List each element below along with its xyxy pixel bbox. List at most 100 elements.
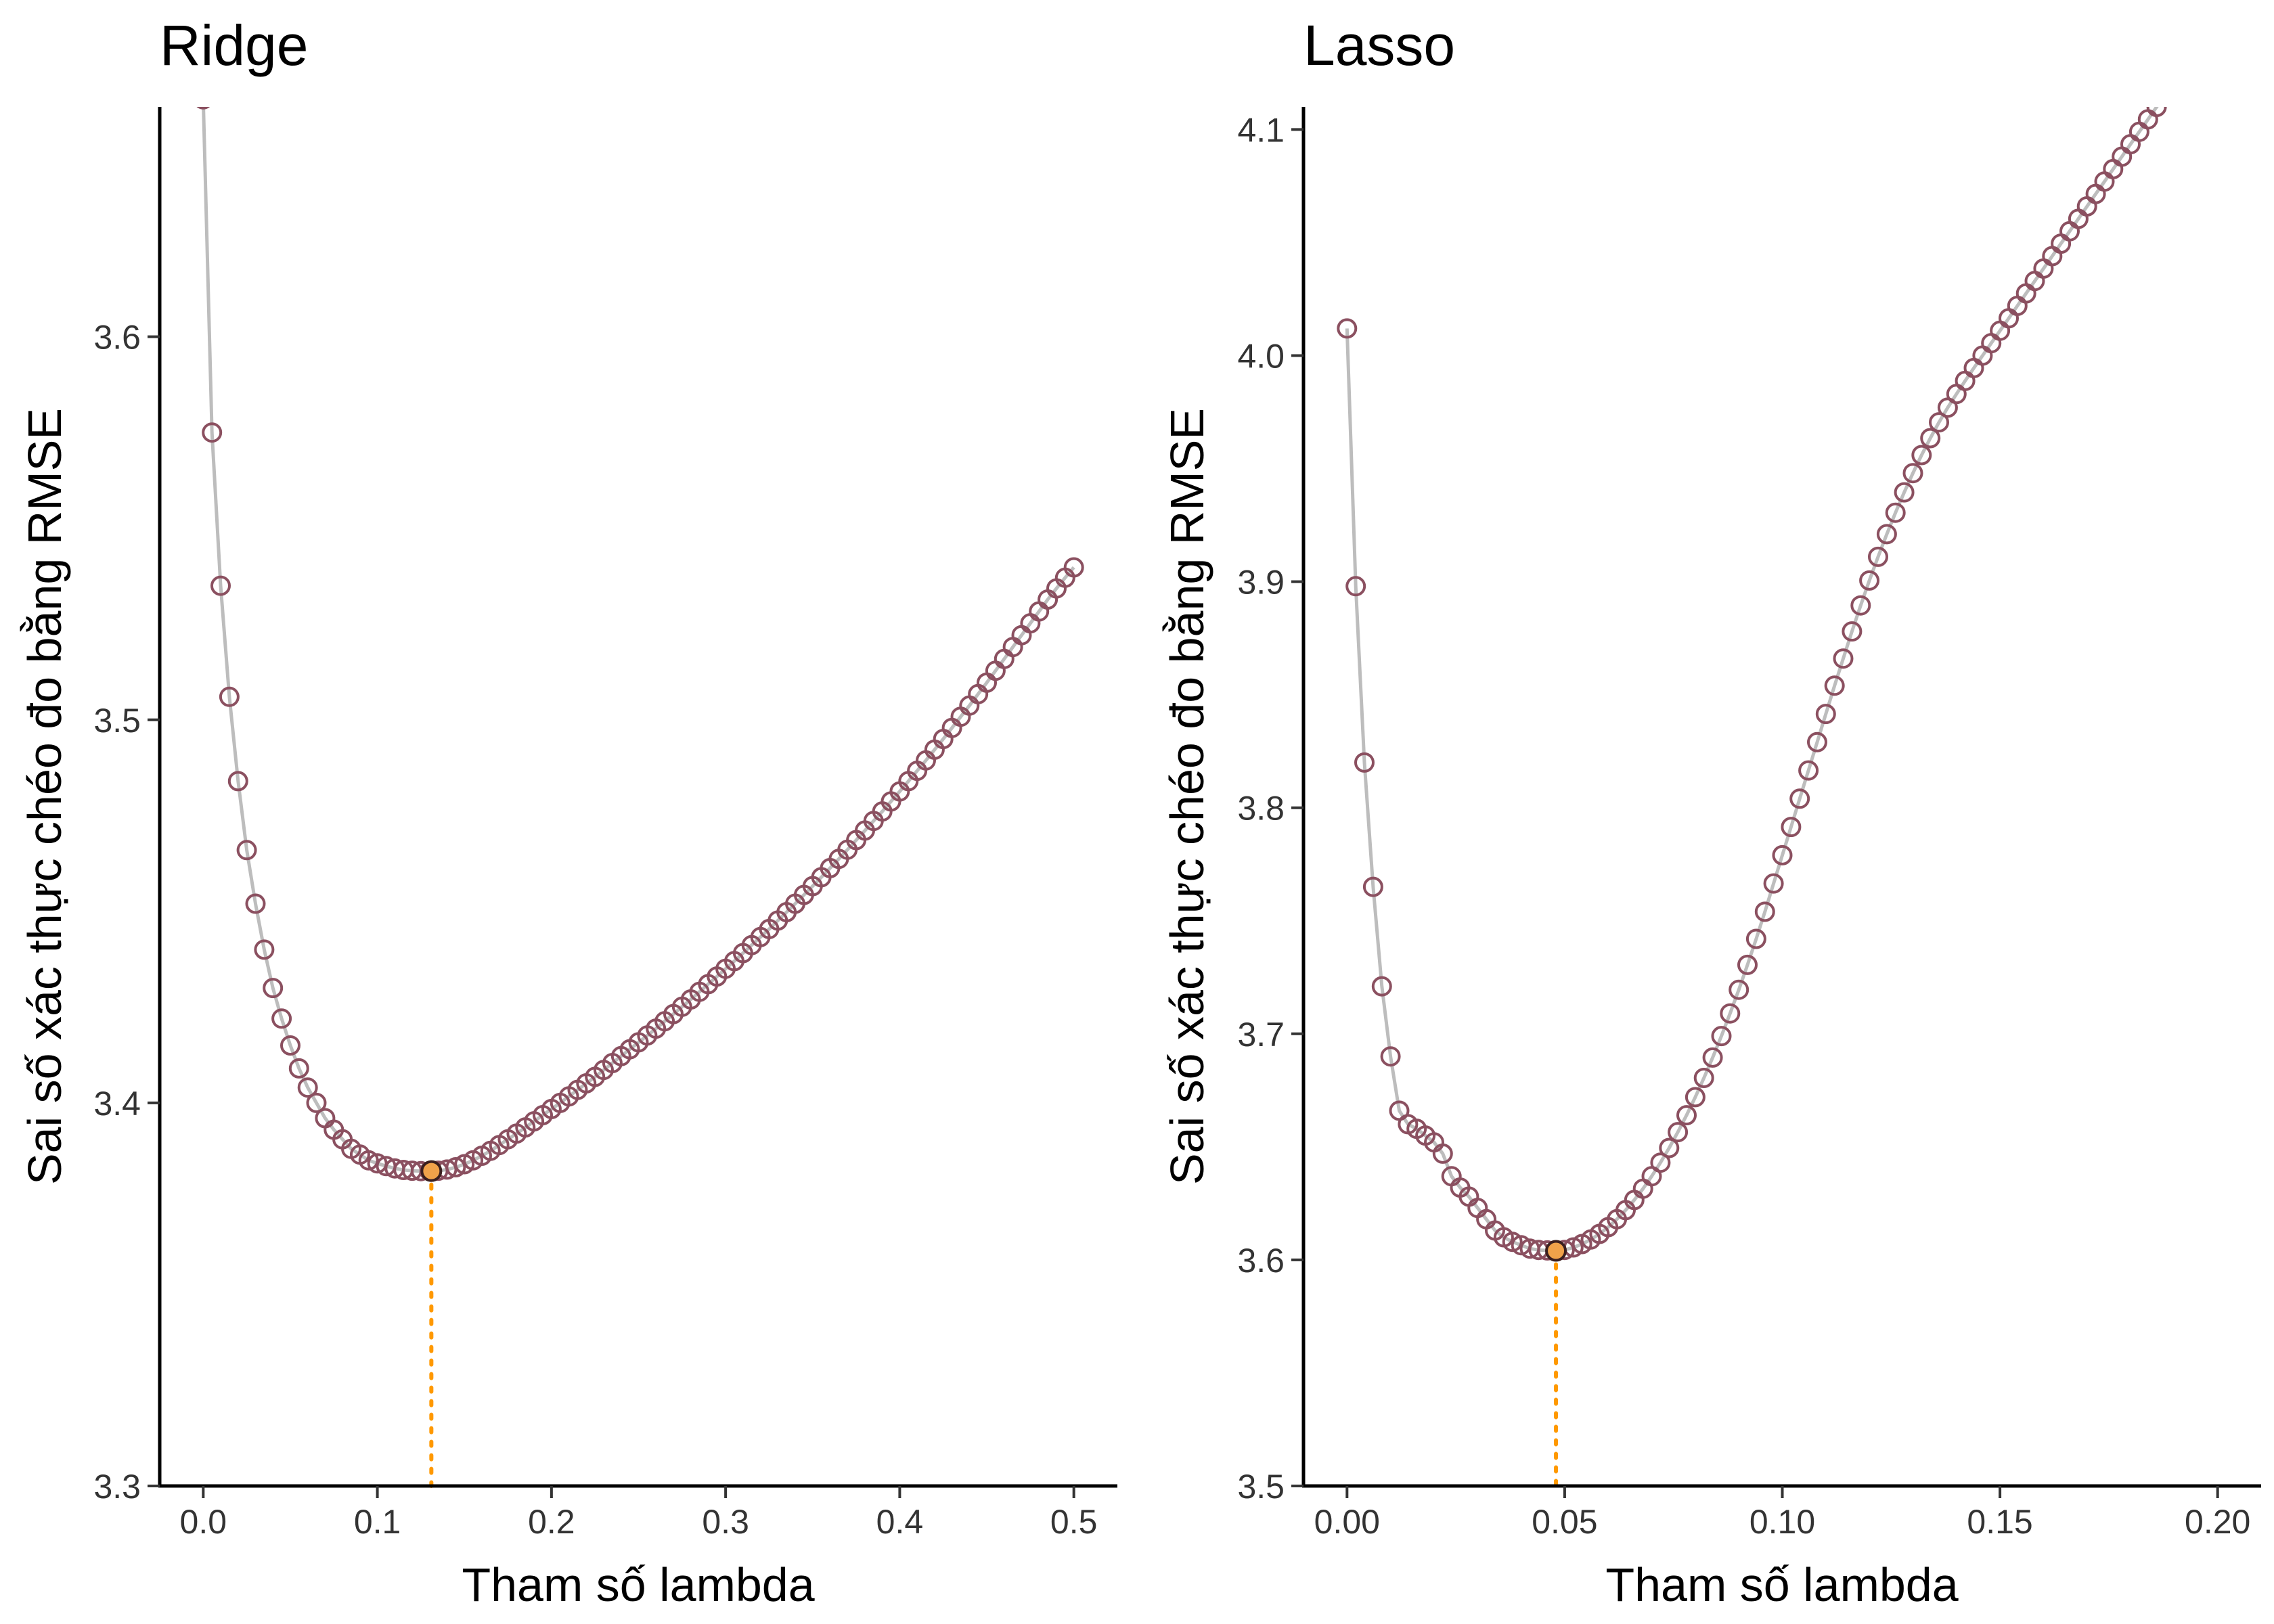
lasso-y-tick-label: 3.5 bbox=[1237, 1468, 1285, 1506]
lasso-data-point bbox=[1737, 954, 1758, 975]
ridge-data-point bbox=[306, 1092, 327, 1113]
lasso-y-ticks: 3.5 3.6 3.7 3.8 3.9 4.0 4.1 bbox=[1237, 111, 1303, 1506]
lasso-x-tick-label: 0.10 bbox=[1749, 1503, 1815, 1541]
lasso-data-point bbox=[1711, 1026, 1732, 1047]
ridge-data-point bbox=[297, 1077, 318, 1098]
lasso-data-point bbox=[2146, 107, 2167, 117]
lasso-data-point bbox=[1345, 576, 1366, 597]
ridge-x-tick-label: 0.1 bbox=[354, 1503, 401, 1541]
lasso-data-point bbox=[2200, 24, 2218, 41]
lasso-x-ticks: 0.00 0.05 0.10 0.15 0.20 bbox=[1314, 1486, 2250, 1541]
lasso-x-tick-label: 0.05 bbox=[1532, 1503, 1597, 1541]
ridge-data-point bbox=[227, 771, 248, 792]
lasso-data-point bbox=[1876, 524, 1897, 545]
ridge-y-tick-label: 3.5 bbox=[93, 702, 141, 740]
lasso-data-point bbox=[1842, 621, 1863, 642]
ridge-data-point bbox=[1063, 557, 1084, 578]
lasso-best-point bbox=[1545, 1240, 1567, 1262]
ridge-data-point bbox=[288, 1058, 309, 1079]
ridge-data-point bbox=[254, 939, 275, 960]
lasso-data-point bbox=[2165, 73, 2183, 91]
lasso-data-point bbox=[1432, 1143, 1453, 1164]
lasso-data-point bbox=[1929, 412, 1949, 433]
ridge-y-tick-label: 3.6 bbox=[93, 319, 141, 357]
lasso-data-point bbox=[1807, 731, 1827, 752]
lasso-data-point bbox=[1763, 873, 1784, 894]
lasso-data-point bbox=[1911, 445, 1932, 466]
ridge-y-tick-label: 3.3 bbox=[93, 1468, 141, 1506]
ridge-series bbox=[196, 107, 1084, 1181]
lasso-y-tick-label: 4.0 bbox=[1237, 338, 1285, 376]
ridge-x-tick-label: 0.3 bbox=[702, 1503, 749, 1541]
ridge-data-point bbox=[202, 422, 223, 443]
ridge-data-point bbox=[445, 1157, 466, 1177]
ridge-x-axis-label: Tham số lambda bbox=[462, 1558, 814, 1611]
ridge-x-tick-label: 0.0 bbox=[180, 1503, 227, 1541]
lasso-data-point bbox=[1833, 648, 1854, 669]
ridge-y-tick-label: 3.4 bbox=[93, 1085, 141, 1123]
lasso-data-point bbox=[1337, 318, 1358, 339]
lasso-data-point bbox=[1650, 1152, 1671, 1173]
ridge-data-point bbox=[245, 893, 266, 914]
lasso-data-point bbox=[1745, 928, 1766, 949]
ridge-data-point bbox=[263, 978, 284, 999]
lasso-data-point bbox=[1824, 675, 1845, 696]
lasso-data-point bbox=[1789, 788, 1810, 809]
lasso-data-point bbox=[1754, 901, 1775, 922]
lasso-data-point bbox=[1702, 1047, 1723, 1068]
lasso-data-point bbox=[1668, 1122, 1689, 1143]
ridge-x-tick-label: 0.4 bbox=[876, 1503, 924, 1541]
lasso-data-point bbox=[2191, 36, 2209, 53]
lasso-data-point bbox=[1502, 1232, 1523, 1253]
lasso-data-point bbox=[1380, 1046, 1401, 1067]
lasso-data-point bbox=[1815, 704, 1836, 725]
lasso-chart-title: Lasso bbox=[1303, 14, 1455, 77]
ridge-data-point bbox=[236, 840, 257, 861]
lasso-panel: Lasso 0.00 0.05 0.10 0.15 0.20 3.53.63.73.83… bbox=[1161, 11, 2261, 1611]
lasso-x-tick-label: 0.00 bbox=[1314, 1503, 1380, 1541]
lasso-data-point bbox=[1885, 502, 1906, 523]
lasso-data-point bbox=[1729, 979, 1749, 1000]
lasso-data-point bbox=[2209, 11, 2227, 28]
ridge-chart-title: Ridge bbox=[160, 14, 308, 77]
lasso-data-point bbox=[1685, 1087, 1706, 1108]
ridge-best-point bbox=[420, 1160, 443, 1182]
lasso-y-tick-label: 4.1 bbox=[1237, 111, 1285, 149]
lasso-data-point bbox=[1859, 570, 1880, 591]
ridge-x-tick-label: 0.5 bbox=[1050, 1503, 1098, 1541]
ridge-data-point bbox=[210, 575, 231, 596]
ridge-x-tick-label: 0.2 bbox=[528, 1503, 575, 1541]
ridge-data-point bbox=[196, 107, 210, 110]
lasso-data-point bbox=[1720, 1003, 1741, 1024]
lasso-data-point bbox=[1772, 844, 1793, 865]
lasso-data-point bbox=[1850, 595, 1871, 616]
lasso-data-point bbox=[2174, 61, 2191, 78]
lasso-y-tick-label: 3.8 bbox=[1237, 790, 1285, 828]
lasso-y-axis-label: Sai số xác thực chéo đo bằng RMSE bbox=[1161, 408, 1213, 1185]
lasso-x-tick-label: 0.20 bbox=[2185, 1503, 2250, 1541]
lasso-data-point bbox=[1362, 876, 1383, 897]
ridge-data-point bbox=[271, 1008, 292, 1029]
lasso-y-tick-label: 3.7 bbox=[1237, 1016, 1285, 1054]
lasso-x-axis-label: Tham số lambda bbox=[1605, 1558, 1958, 1611]
ridge-panel: Ridge 0.0 0.1 0.2 0.3 0.4 0.5 3.3 3.4 3.5 3.6 Th… bbox=[18, 14, 1117, 1611]
lasso-data-point bbox=[1676, 1105, 1697, 1126]
lasso-data-point bbox=[1798, 760, 1819, 781]
ridge-data-point bbox=[219, 686, 240, 707]
ridge-plot-area bbox=[196, 107, 1084, 1488]
lasso-plot-area bbox=[1337, 11, 2227, 1488]
lasso-data-point bbox=[1371, 976, 1392, 997]
lasso-data-point bbox=[1902, 463, 1923, 484]
ridge-data-point bbox=[358, 1150, 379, 1171]
lasso-data-point bbox=[1659, 1137, 1680, 1158]
lasso-data-point bbox=[1781, 817, 1802, 838]
ridge-y-ticks: 3.3 3.4 3.5 3.6 bbox=[93, 319, 160, 1506]
lasso-series bbox=[1337, 11, 2227, 1261]
lasso-data-point bbox=[1693, 1068, 1714, 1088]
lasso-x-tick-label: 0.15 bbox=[1967, 1503, 2032, 1541]
lasso-data-point bbox=[1894, 482, 1915, 503]
ridge-data-point bbox=[280, 1035, 300, 1056]
lasso-data-point bbox=[2157, 86, 2175, 104]
ridge-series-line bbox=[202, 107, 1075, 1173]
